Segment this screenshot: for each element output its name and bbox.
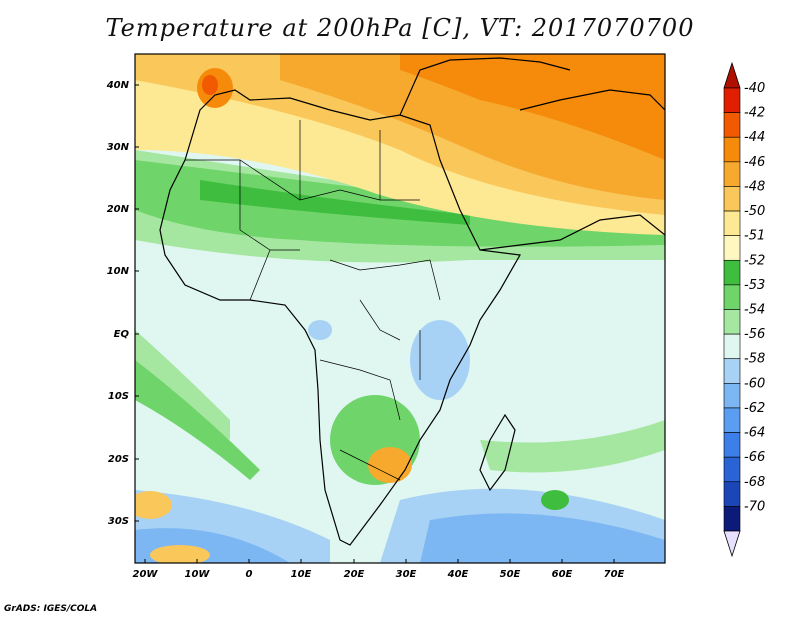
colorbar-swatch bbox=[723, 456, 741, 483]
longitude-label: 20W bbox=[133, 569, 159, 580]
longitude-label: 40E bbox=[447, 569, 469, 580]
colorbar-top-arrow bbox=[723, 61, 741, 89]
colorbar-label: -64 bbox=[744, 426, 765, 441]
colorbar-swatch bbox=[723, 284, 741, 310]
colorbar-label: -56 bbox=[744, 327, 765, 342]
colorbar-swatch bbox=[723, 136, 741, 163]
latitude-label: 30N bbox=[107, 142, 130, 153]
colorbar-swatch bbox=[723, 112, 741, 138]
colorbar-swatch bbox=[723, 210, 741, 236]
colorbar-swatch bbox=[723, 87, 741, 113]
colorbar-swatch bbox=[723, 481, 741, 507]
colorbar-label: -40 bbox=[744, 81, 765, 96]
colorbar-swatch bbox=[723, 161, 741, 187]
colorbar-swatch bbox=[723, 506, 741, 532]
colorbar-swatch bbox=[723, 383, 741, 409]
colorbar-bottom-arrow bbox=[723, 530, 741, 558]
colorbar-label: -42 bbox=[744, 106, 765, 121]
longitude-label: 10E bbox=[291, 569, 312, 580]
colorbar-label: -68 bbox=[744, 475, 765, 490]
latitude-label: 20N bbox=[107, 204, 130, 215]
latitude-label: EQ bbox=[114, 329, 130, 340]
colorbar: -40 -42 -44 -46 -48 -50 -51 -52 -53 -54 -56 -58 -60 -… bbox=[723, 61, 765, 558]
colorbar-label: -46 bbox=[744, 155, 765, 170]
colorbar-swatch bbox=[723, 259, 741, 286]
latitude-label: 10S bbox=[108, 391, 129, 402]
latitude-label: 10N bbox=[107, 266, 130, 277]
colorbar-label: -50 bbox=[744, 204, 765, 219]
colorbar-swatch bbox=[723, 407, 741, 433]
latitude-label: 30S bbox=[108, 516, 129, 527]
longitude-label: 10W bbox=[185, 569, 211, 580]
colorbar-label: -52 bbox=[744, 253, 765, 268]
colorbar-label: -60 bbox=[744, 376, 765, 391]
longitude-axis: 20W 10W 0 10E 20E 30E 40E 50E 60E 70E bbox=[133, 559, 625, 580]
colorbar-swatch bbox=[723, 235, 741, 261]
longitude-label: 60E bbox=[552, 569, 573, 580]
latitude-axis: 40N 30N 20N 10N EQ 10S 20S 30S bbox=[106, 80, 139, 527]
longitude-label: 50E bbox=[500, 569, 521, 580]
colorbar-swatch bbox=[723, 186, 741, 212]
colorbar-label: -53 bbox=[744, 278, 765, 293]
longitude-label: 20E bbox=[344, 569, 365, 580]
colorbar-label: -70 bbox=[744, 499, 765, 514]
colorbar-label: -54 bbox=[744, 303, 765, 318]
chart-title: Temperature at 200hPa [C], VT: 201707070… bbox=[105, 14, 695, 42]
temperature-field bbox=[135, 54, 665, 563]
colorbar-swatch bbox=[723, 309, 741, 335]
longitude-label: 70E bbox=[604, 569, 625, 580]
longitude-label: 30E bbox=[396, 569, 417, 580]
colorbar-label: -58 bbox=[744, 352, 765, 367]
colorbar-swatch bbox=[723, 333, 741, 360]
latitude-label: 20S bbox=[108, 454, 129, 465]
colorbar-label: -51 bbox=[744, 229, 765, 244]
country-borders bbox=[185, 120, 441, 481]
colorbar-swatch bbox=[723, 432, 741, 458]
colorbar-label: -66 bbox=[744, 450, 765, 465]
longitude-label: 0 bbox=[246, 569, 253, 580]
coastlines bbox=[159, 57, 665, 546]
map-frame bbox=[134, 53, 666, 564]
colorbar-label: -48 bbox=[744, 179, 765, 194]
latitude-label: 40N bbox=[106, 80, 130, 91]
colorbar-label: -62 bbox=[744, 401, 765, 416]
credit-text: GrADS: IGES/COLA bbox=[4, 604, 98, 614]
colorbar-swatch bbox=[723, 358, 741, 384]
colorbar-label: -44 bbox=[744, 130, 765, 145]
